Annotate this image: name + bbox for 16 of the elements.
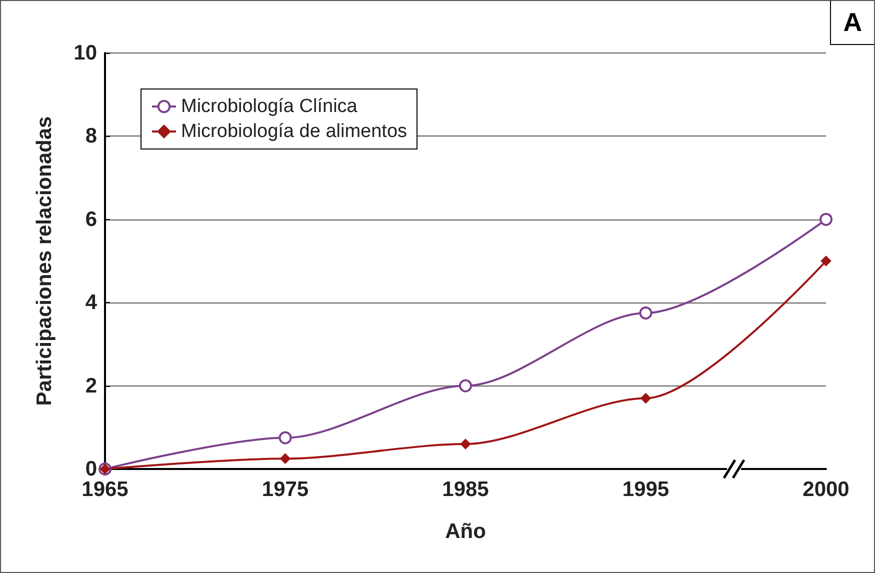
- y-tick-label: 2: [85, 374, 97, 398]
- y-tick-label: 8: [85, 124, 98, 148]
- x-tick-label: 2000: [802, 478, 850, 501]
- y-tick-label: 6: [85, 208, 97, 231]
- x-tick-label: 1965: [82, 478, 129, 501]
- x-tick-label: 1985: [442, 478, 490, 501]
- y-tick-label: 10: [74, 42, 97, 64]
- y-tick-label: 0: [85, 458, 97, 480]
- x-tick-label: 1995: [622, 478, 670, 501]
- legend-label: Microbiología Clínica: [181, 96, 358, 117]
- text: A: [830, 1, 874, 45]
- y-tick-label: 4: [85, 291, 98, 314]
- x-tick-label: 1975: [262, 478, 309, 501]
- x-axis-title: Año: [445, 520, 486, 543]
- legend-label: Microbiología de alimentos: [181, 121, 408, 142]
- y-axis-title: Participaciones relacionadas: [33, 116, 56, 406]
